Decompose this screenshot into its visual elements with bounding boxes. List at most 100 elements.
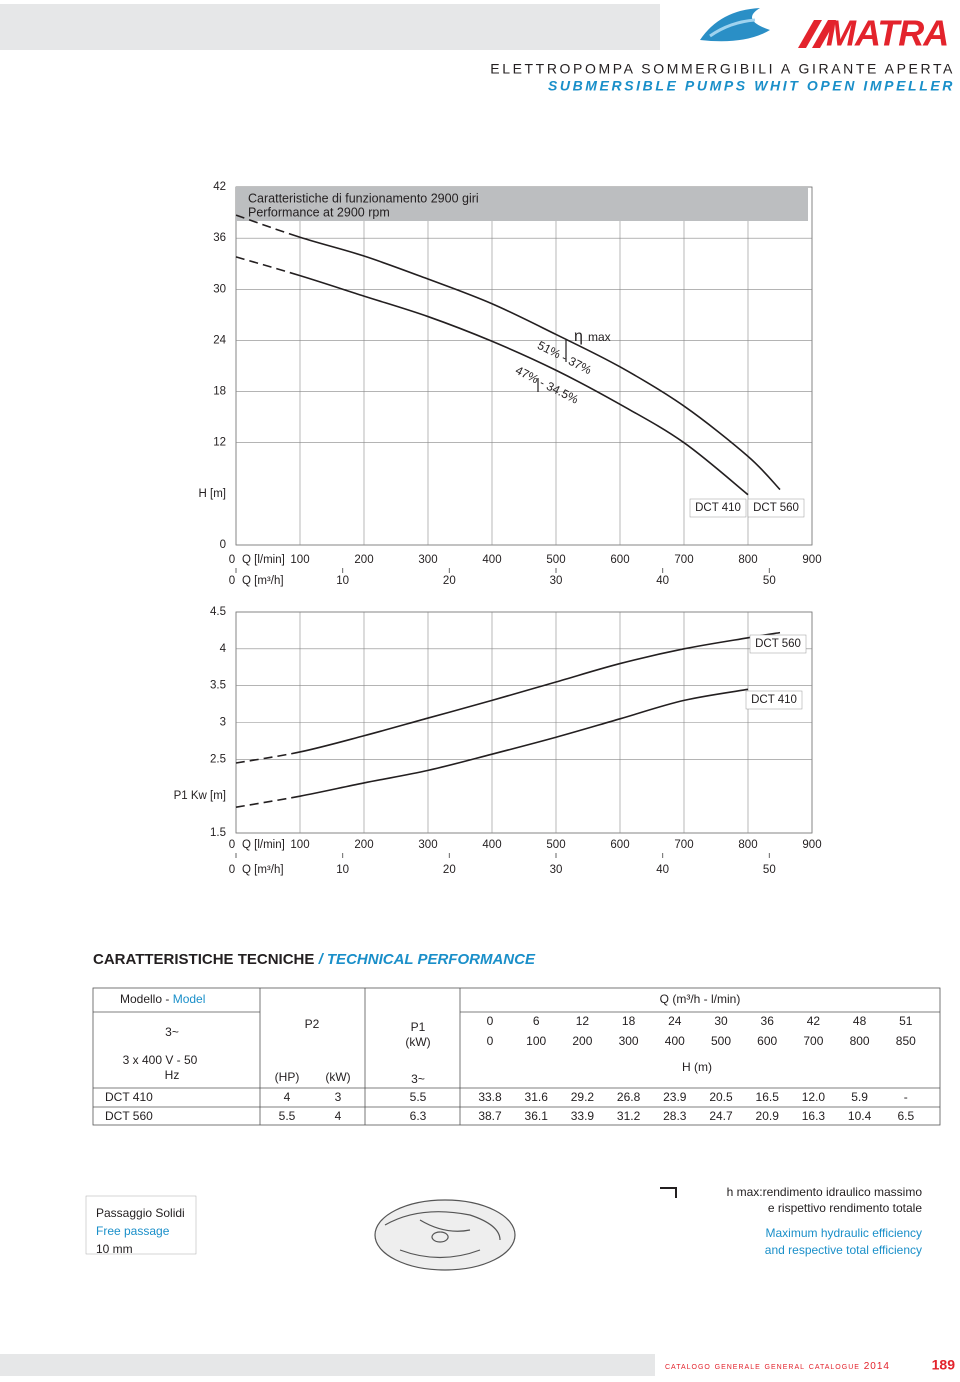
table-cell: 500 [711,1034,731,1048]
table-cell: 12 [576,1014,590,1028]
table-cell: 5.5 [410,1090,427,1104]
table-cell: - [904,1090,908,1104]
table-cell: (kW) [405,1035,430,1049]
legend-label: DCT 410 [751,694,797,706]
legend-label: DCT 560 [755,638,801,650]
table-cell: 800 [850,1034,870,1048]
table-title: CARATTERISTICHE TECNICHE / TECHNICAL PER… [93,951,536,968]
y-tick-label: 42 [213,181,226,193]
x-tick-label: 500 [546,839,565,851]
title-box [236,187,808,221]
table-cell: 30 [714,1014,728,1028]
table-cell: 16.3 [802,1109,826,1123]
table-cell: 28.3 [663,1109,687,1123]
legend-line: and respective total efficiency [765,1243,922,1257]
y-axis-label: H [m] [199,488,226,500]
table-cell: 31.2 [617,1109,641,1123]
x2-tick-label: 10 [336,864,349,876]
table-cell: 700 [803,1034,823,1048]
x-tick-label: 600 [610,839,629,851]
x-tick-label: 700 [674,839,693,851]
x-tick-label: 300 [418,554,437,566]
table-cell: 20.9 [756,1109,780,1123]
legend-box [749,634,807,654]
table-cell: 38.7 [478,1109,502,1123]
table-cell: 51 [899,1014,913,1028]
table-title-en: / TECHNICAL PERFORMANCE [318,951,536,968]
x-tick-label: 0 [229,839,235,851]
table-cell: 3 [335,1090,342,1104]
table-cell: (kW) [325,1070,350,1084]
table-cell: H (m) [682,1060,712,1074]
table-cell: 36 [761,1014,775,1028]
table-cell: DCT 410 [105,1090,153,1104]
legend-label: DCT 560 [753,502,799,514]
table-cell: 4 [284,1090,291,1104]
x-tick-label: 100 [290,839,309,851]
x-tick-label: 700 [674,554,693,566]
solids-label-en: Free passage [96,1224,170,1238]
table-header-en: Model [173,992,206,1006]
table-cell: 0 [487,1034,494,1048]
table-cell: 3~ [165,1025,179,1039]
x2-tick-label: 30 [550,575,563,587]
legend-line: e rispettivo rendimento totale [768,1201,922,1215]
y-tick-label: 24 [213,334,226,346]
x-axis-label: Q [l/min] [242,839,285,851]
table-cell: 850 [896,1034,916,1048]
y-tick-label: 12 [213,437,226,449]
table-cell: 10.4 [848,1109,872,1123]
page-number: 189 [932,1357,956,1373]
solids-value: 10 mm [96,1242,133,1256]
table-header-it: Modello - [120,992,169,1006]
annotation: η [574,328,583,345]
y-axis-label: P1 Kw [m] [174,790,226,802]
catalogue-it: catalogo generale [665,1361,761,1372]
x-tick-label: 600 [610,554,629,566]
table-cell: P1 [411,1020,426,1034]
table-cell: 42 [807,1014,821,1028]
table-cell: 4 [335,1109,342,1123]
x-tick-label: 900 [802,839,821,851]
legend-line: h max:rendimento idraulico massimo [727,1185,923,1199]
series-line [235,214,781,491]
x2-tick-label: 0 [229,575,235,587]
x2-tick-label: 10 [336,575,349,587]
y-tick-label: 3.5 [210,680,226,692]
series-line [235,688,749,809]
legend-label: DCT 410 [695,502,741,514]
y-tick-label: 2.5 [210,753,226,765]
x-tick-label: 800 [738,554,757,566]
y-tick-label: 3 [220,717,226,729]
table-cell: 300 [619,1034,639,1048]
table-cell: 400 [665,1034,685,1048]
x2-tick-label: 20 [443,575,456,587]
table-cell: P2 [305,1017,320,1031]
x-tick-label: 200 [354,839,373,851]
table-cell: 600 [757,1034,777,1048]
x-tick-label: 300 [418,839,437,851]
table-frame [92,987,941,1126]
table-cell: Q (m³/h - l/min) [660,992,741,1006]
annotation: max [588,330,611,344]
x2-tick-label: 20 [443,864,456,876]
x-tick-label: 900 [802,554,821,566]
table-title-it: CARATTERISTICHE TECNICHE [93,951,314,968]
table-cell: 5.5 [279,1109,296,1123]
table-cell: 24.7 [709,1109,733,1123]
table-cell: 29.2 [571,1090,595,1104]
catalogue-en: general catalogue 2014 [765,1361,890,1372]
table-cell: 3~ [411,1072,425,1086]
table-cell: 48 [853,1014,867,1028]
table-cell: DCT 560 [105,1109,153,1123]
y-tick-label: 4.5 [210,606,226,618]
y-tick-label: 0 [220,539,226,551]
table-cell: 20.5 [709,1090,733,1104]
x-tick-label: 400 [482,839,501,851]
x2-tick-label: 40 [656,575,669,587]
series-line [235,631,781,764]
x2-tick-label: 50 [763,575,776,587]
annotation-mark [537,340,567,392]
x-tick-label: 100 [290,554,309,566]
x2-tick-label: 30 [550,864,563,876]
